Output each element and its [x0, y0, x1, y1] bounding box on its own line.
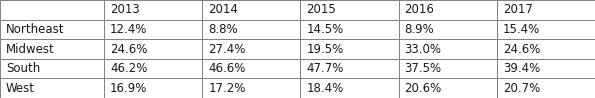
Text: Midwest: Midwest: [6, 43, 55, 55]
Bar: [300, 0, 399, 20]
Text: 2016: 2016: [405, 3, 434, 16]
Bar: [202, 39, 300, 59]
Bar: [399, 0, 497, 20]
Bar: [300, 59, 399, 78]
Text: West: West: [6, 82, 35, 95]
Text: 37.5%: 37.5%: [405, 62, 441, 75]
Text: 20.6%: 20.6%: [405, 82, 442, 95]
Bar: [104, 59, 202, 78]
Text: 27.4%: 27.4%: [208, 43, 246, 55]
Bar: [399, 78, 497, 98]
Text: 15.4%: 15.4%: [503, 23, 540, 36]
Bar: [300, 78, 399, 98]
Bar: [399, 39, 497, 59]
Bar: [497, 59, 595, 78]
Text: 46.2%: 46.2%: [110, 62, 148, 75]
Bar: [0, 59, 104, 78]
Text: 18.4%: 18.4%: [306, 82, 344, 95]
Text: 46.6%: 46.6%: [208, 62, 246, 75]
Bar: [104, 20, 202, 39]
Bar: [202, 59, 300, 78]
Bar: [0, 78, 104, 98]
Bar: [497, 39, 595, 59]
Bar: [497, 0, 595, 20]
Text: 2013: 2013: [110, 3, 140, 16]
Text: 20.7%: 20.7%: [503, 82, 540, 95]
Text: 19.5%: 19.5%: [306, 43, 344, 55]
Bar: [104, 39, 202, 59]
Bar: [0, 39, 104, 59]
Bar: [300, 39, 399, 59]
Text: 14.5%: 14.5%: [306, 23, 344, 36]
Text: 24.6%: 24.6%: [503, 43, 540, 55]
Bar: [497, 78, 595, 98]
Text: 2017: 2017: [503, 3, 533, 16]
Text: 33.0%: 33.0%: [405, 43, 441, 55]
Text: 8.8%: 8.8%: [208, 23, 238, 36]
Text: 47.7%: 47.7%: [306, 62, 344, 75]
Text: 8.9%: 8.9%: [405, 23, 434, 36]
Bar: [497, 20, 595, 39]
Bar: [202, 78, 300, 98]
Bar: [104, 0, 202, 20]
Bar: [104, 78, 202, 98]
Bar: [300, 20, 399, 39]
Bar: [399, 20, 497, 39]
Text: 39.4%: 39.4%: [503, 62, 540, 75]
Bar: [399, 59, 497, 78]
Bar: [0, 0, 104, 20]
Text: 12.4%: 12.4%: [110, 23, 148, 36]
Text: 24.6%: 24.6%: [110, 43, 148, 55]
Bar: [0, 20, 104, 39]
Text: 2014: 2014: [208, 3, 238, 16]
Text: South: South: [6, 62, 40, 75]
Text: 17.2%: 17.2%: [208, 82, 246, 95]
Text: 2015: 2015: [306, 3, 336, 16]
Bar: [202, 0, 300, 20]
Bar: [202, 20, 300, 39]
Text: Northeast: Northeast: [6, 23, 64, 36]
Text: 16.9%: 16.9%: [110, 82, 148, 95]
